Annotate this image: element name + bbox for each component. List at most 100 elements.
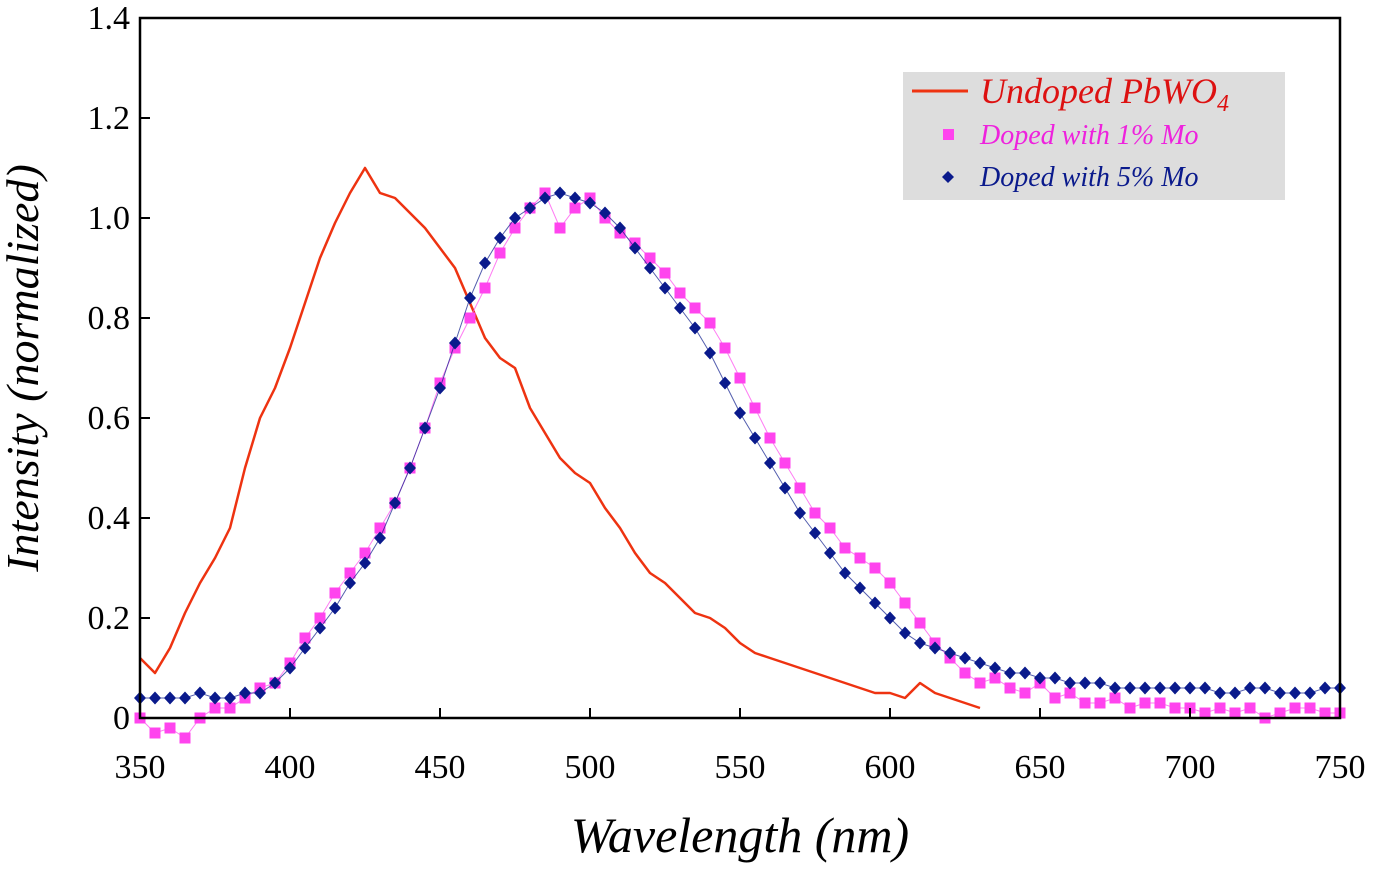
doped-5pct-point bbox=[854, 581, 866, 595]
doped-5pct-point bbox=[404, 461, 416, 475]
doped-1pct-point bbox=[479, 282, 491, 294]
doped-5pct-point bbox=[974, 656, 986, 670]
doped-5pct-point bbox=[629, 241, 641, 255]
doped-1pct-point bbox=[719, 342, 731, 354]
doped-1pct-point bbox=[1274, 707, 1286, 719]
doped-1pct-point bbox=[794, 482, 806, 494]
doped-5pct-point bbox=[284, 661, 296, 675]
doped-1pct-point bbox=[1199, 707, 1211, 719]
doped-5pct-point bbox=[494, 231, 506, 245]
doped-5pct-point bbox=[554, 186, 566, 200]
doped-5pct-point bbox=[1049, 671, 1061, 685]
doped-5pct-point bbox=[1259, 681, 1271, 695]
doped-5pct-point bbox=[1169, 681, 1181, 695]
y-tick-label: 1.4 bbox=[88, 0, 131, 37]
doped-5pct-point bbox=[1034, 671, 1046, 685]
doped-1pct-point bbox=[1019, 687, 1031, 699]
doped-1pct-point bbox=[1244, 702, 1256, 714]
doped-1pct-point bbox=[824, 522, 836, 534]
axes: 350 400 450 500 550 600 650 700 750 0 0.2 0.4 0.6 0.8… bbox=[88, 0, 1366, 786]
doped-5pct-point bbox=[344, 576, 356, 590]
doped-5pct-point bbox=[1079, 676, 1091, 690]
doped-5pct-point bbox=[689, 321, 701, 335]
doped-1pct-point bbox=[344, 567, 356, 579]
y-tick-label: 1.2 bbox=[88, 100, 131, 137]
doped-1pct-point bbox=[1124, 702, 1136, 714]
series-doped-5pct bbox=[134, 186, 1346, 705]
doped-1pct-point bbox=[974, 677, 986, 689]
doped-5pct-point bbox=[704, 346, 716, 360]
legend-label-undoped-subscript: 4 bbox=[1217, 91, 1229, 117]
doped-5pct-point bbox=[419, 421, 431, 435]
doped-1pct-point bbox=[209, 702, 221, 714]
doped-1pct-point bbox=[1319, 707, 1331, 719]
doped-5pct-point bbox=[464, 291, 476, 305]
doped-5pct-point bbox=[674, 301, 686, 315]
doped-5pct-point bbox=[509, 211, 521, 225]
doped-5pct-point bbox=[824, 546, 836, 560]
doped-1pct-point bbox=[359, 547, 371, 559]
doped-5pct-point bbox=[1004, 666, 1016, 680]
doped-1pct-point bbox=[374, 522, 386, 534]
x-tick-label: 650 bbox=[1015, 749, 1066, 786]
doped-5pct-point bbox=[1109, 681, 1121, 695]
undoped-series-line bbox=[139, 166, 981, 710]
doped-1pct-point bbox=[1079, 697, 1091, 709]
doped-5pct-point bbox=[359, 556, 371, 570]
doped-1pct-point bbox=[914, 617, 926, 629]
doped-1pct-point bbox=[659, 267, 671, 279]
doped-1pct-point bbox=[554, 222, 566, 234]
doped-1pct-point bbox=[164, 722, 176, 734]
doped-1pct-point bbox=[329, 587, 341, 599]
doped-5pct-point bbox=[539, 191, 551, 205]
doped-5pct-point bbox=[1019, 666, 1031, 680]
doped-1pct-point bbox=[839, 542, 851, 554]
doped-5pct-point bbox=[1139, 681, 1151, 695]
legend-box bbox=[903, 72, 1285, 200]
doped-5pct-point bbox=[1319, 681, 1331, 695]
doped-5pct-point bbox=[1154, 681, 1166, 695]
doped-5pct-point bbox=[944, 646, 956, 660]
doped-1pct-point bbox=[689, 302, 701, 314]
legend-label-1pct: Doped with 1% Mo bbox=[979, 120, 1199, 151]
doped-1pct-point bbox=[854, 552, 866, 564]
doped-1pct-point bbox=[899, 597, 911, 609]
doped-1pct-point bbox=[1304, 702, 1316, 714]
series-undoped bbox=[139, 166, 981, 710]
y-tick-label: 0.2 bbox=[88, 600, 131, 637]
doped-5pct-point bbox=[1094, 676, 1106, 690]
doped-5pct-point bbox=[989, 661, 1001, 675]
doped-5pct-point bbox=[1184, 681, 1196, 695]
doped-1pct-point bbox=[884, 577, 896, 589]
y-tick-label: 0.6 bbox=[88, 400, 131, 437]
x-tick-label: 500 bbox=[565, 749, 616, 786]
doped-1pct-point bbox=[1169, 702, 1181, 714]
doped-1pct-point bbox=[149, 727, 161, 739]
doped-5pct-point bbox=[1229, 686, 1241, 700]
doped-5pct-point bbox=[1064, 676, 1076, 690]
doped-5pct-point bbox=[1124, 681, 1136, 695]
doped-5pct-point bbox=[194, 686, 206, 700]
legend-label-undoped: Undoped PbWO4 bbox=[980, 71, 1229, 117]
legend-label-undoped-main: Undoped PbWO bbox=[980, 71, 1217, 111]
doped-5pct-point bbox=[299, 641, 311, 655]
doped-1pct-point bbox=[764, 432, 776, 444]
doped-1pct-point bbox=[1049, 692, 1061, 704]
doped-5pct-point bbox=[749, 431, 761, 445]
doped-1pct-point bbox=[989, 672, 1001, 684]
doped-5pct-point bbox=[569, 191, 581, 205]
doped-5pct-point bbox=[584, 196, 596, 210]
x-tick-label: 550 bbox=[715, 749, 766, 786]
doped-1pct-point bbox=[1109, 692, 1121, 704]
x-tick-label: 400 bbox=[265, 749, 316, 786]
x-tick-label: 750 bbox=[1315, 749, 1366, 786]
doped-1pct-point bbox=[1094, 697, 1106, 709]
doped-1pct-point bbox=[809, 507, 821, 519]
doped-1pct-point bbox=[494, 247, 506, 259]
doped-5pct-point bbox=[149, 691, 161, 705]
legend-swatch-1pct bbox=[943, 129, 954, 140]
doped-1pct-point bbox=[869, 562, 881, 574]
doped-5pct-point bbox=[314, 621, 326, 635]
doped-5pct-point bbox=[884, 611, 896, 625]
